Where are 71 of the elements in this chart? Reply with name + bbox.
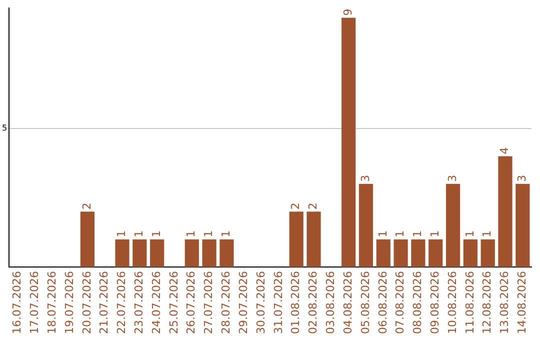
- x-tick-label: 20.07.2026: [80, 271, 94, 334]
- y-tick-label: 5: [2, 124, 8, 133]
- data-label: 3: [446, 174, 459, 182]
- bar: [358, 184, 374, 268]
- bar: [516, 184, 530, 268]
- data-label: 1: [150, 230, 163, 238]
- bar: [184, 239, 199, 268]
- x-tick-label: 02.08.2026: [306, 271, 320, 334]
- x-tick-label: 14.08.2026: [516, 271, 529, 334]
- data-label: 4: [498, 147, 512, 154]
- x-tick-label: 13.08.2026: [498, 271, 512, 334]
- data-label: 2: [289, 202, 302, 210]
- x-tick-label: 01.08.2026: [289, 271, 302, 334]
- data-label: 3: [358, 174, 372, 182]
- x-tick-label: 18.07.2026: [45, 271, 58, 334]
- x-tick-label: 23.07.2026: [132, 271, 146, 334]
- bar: [498, 156, 512, 268]
- x-tick-label: 08.08.2026: [411, 271, 424, 334]
- bar: [428, 239, 443, 268]
- bar: [80, 212, 94, 268]
- x-tick-label: 12.08.2026: [480, 271, 494, 334]
- data-label: 1: [480, 230, 494, 238]
- x-tick-label: 04.08.2026: [341, 271, 354, 334]
- bar: [446, 184, 460, 268]
- x-tick-label: 03.08.2026: [324, 271, 338, 334]
- data-label: 9: [341, 8, 354, 16]
- x-tick-label: 27.07.2026: [202, 271, 216, 334]
- x-tick-label: 31.07.2026: [272, 271, 285, 334]
- data-label: 1: [411, 230, 424, 238]
- data-label: 1: [428, 230, 442, 238]
- data-label: 1: [132, 230, 146, 238]
- data-label: 1: [115, 230, 128, 238]
- bar: [480, 239, 495, 268]
- data-label: 3: [516, 174, 529, 182]
- bar: [132, 239, 147, 268]
- data-label: 1: [463, 230, 476, 238]
- x-tick-label: 16.07.2026: [10, 271, 24, 334]
- data-label: 1: [220, 230, 233, 238]
- bar: [342, 18, 356, 268]
- x-tick-label: 10.08.2026: [446, 271, 459, 334]
- x-tick-label: 22.07.2026: [115, 271, 128, 334]
- data-label: 1: [394, 230, 407, 238]
- bar: [150, 239, 164, 268]
- x-tick-label: 07.08.2026: [394, 271, 407, 334]
- bar: [289, 212, 304, 268]
- x-tick-label: 29.07.2026: [236, 271, 250, 334]
- bar: [394, 239, 408, 268]
- x-tick-label: 09.08.2026: [428, 271, 442, 334]
- bar: [306, 212, 321, 268]
- x-tick-label: 26.07.2026: [184, 271, 198, 334]
- data-label: 2: [306, 202, 320, 210]
- x-tick-label: 19.07.2026: [62, 271, 76, 334]
- bar: [411, 239, 426, 268]
- x-tick-label: 25.07.2026: [167, 271, 180, 334]
- x-tick-label: 05.08.2026: [358, 271, 372, 334]
- bar: [115, 239, 130, 268]
- data-label: 1: [184, 230, 198, 238]
- bar: [220, 239, 234, 268]
- x-tick-label: 21.07.2026: [98, 271, 111, 334]
- x-tick-label: 24.07.2026: [150, 271, 163, 334]
- bar: [463, 239, 478, 268]
- data-label: 2: [80, 202, 94, 210]
- x-tick-label: 11.08.2026: [463, 271, 476, 334]
- x-tick-label: 28.07.2026: [220, 271, 233, 334]
- data-label: 1: [202, 230, 216, 238]
- bar: [376, 239, 390, 268]
- x-tick-label: 06.08.2026: [376, 271, 390, 334]
- bar: [202, 239, 216, 268]
- data-label: 1: [376, 230, 390, 238]
- x-tick-label: 17.07.2026: [28, 271, 42, 334]
- x-tick-label: 30.07.2026: [254, 271, 268, 334]
